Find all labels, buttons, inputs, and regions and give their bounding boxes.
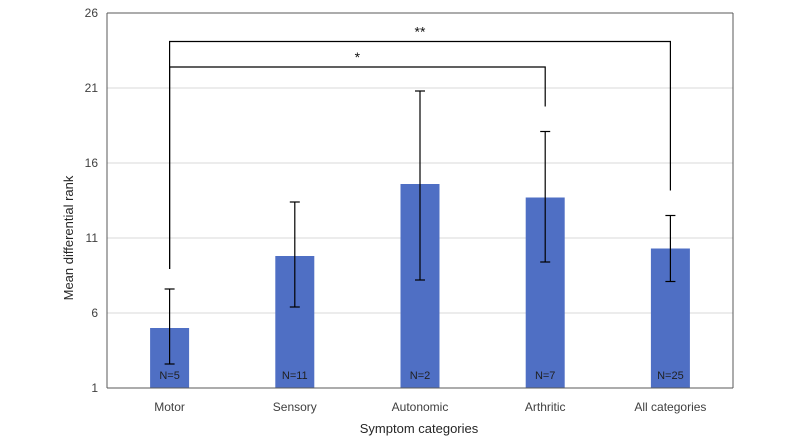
significance-bracket [169,66,546,269]
y-tick-label: 16 [85,156,99,170]
x-tick-label: Autonomic [392,400,449,414]
x-tick-label: Sensory [273,400,317,414]
n-label: N=25 [657,370,684,382]
n-labels: N=5 N=11 N=2 N=7 N=25 [159,370,683,382]
n-label: N=11 [282,370,308,382]
x-tick-label: Motor [154,400,185,414]
significance-brackets: *** [169,24,671,269]
significance-label: ** [415,24,426,40]
n-label: N=2 [410,370,431,382]
y-axis-title: Mean differential rank [61,175,76,300]
x-tick-label: Arthritic [525,400,566,414]
y-tick-label: 21 [85,81,99,95]
y-tick-label: 6 [91,306,98,320]
x-axis-title: Symptom categories [360,421,479,436]
error-bars [164,90,676,365]
significance-label: * [355,49,361,65]
y-tick-label: 11 [86,231,99,245]
n-label: N=7 [535,370,556,382]
y-tick-label: 1 [91,381,98,395]
y-tick-label: 26 [85,6,99,20]
x-tick-label: All categories [634,400,706,414]
n-label: N=5 [159,370,180,382]
significance-bracket [169,40,671,269]
